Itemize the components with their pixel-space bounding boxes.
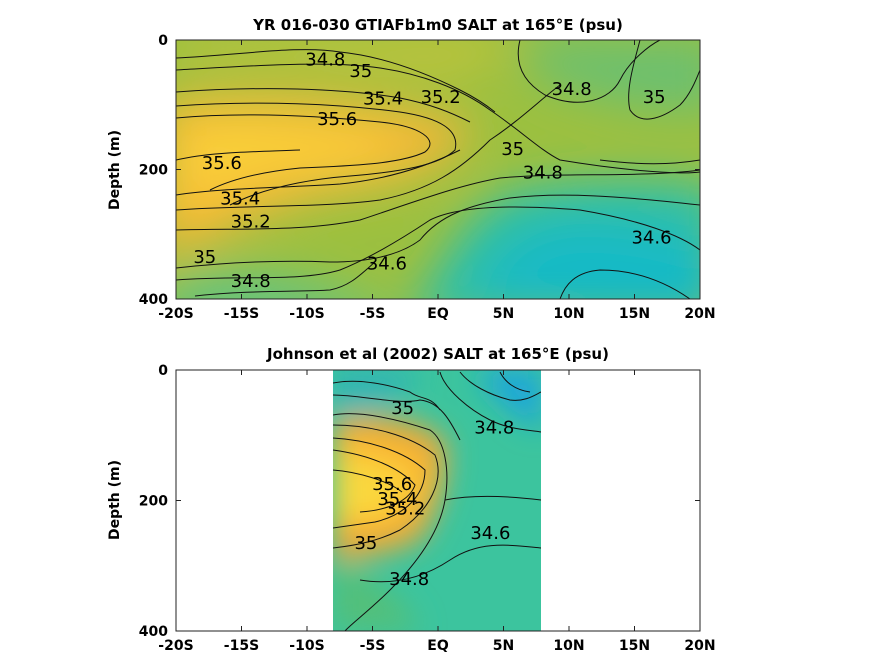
axis-ticks <box>175 369 701 632</box>
y-axis-label: Depth (m) <box>107 130 123 210</box>
contour-lines <box>333 371 541 631</box>
x-tick-label: -20S <box>158 306 193 322</box>
contour-label: 35.6 <box>372 474 412 495</box>
x-tick-labels: -20S -15S -10S -5S EQ 5N 10N 15N 20N <box>158 638 715 654</box>
x-tick-label: 15N <box>619 638 650 654</box>
contour-label: 35.6 <box>202 153 242 174</box>
contour-label: 35.2 <box>231 211 271 232</box>
contour-label: 35 <box>193 247 216 268</box>
y-axis-label-text: Depth (m) <box>107 130 123 210</box>
contour-labels: 35 34.8 35.635.435.2 34.6 35 34.8 <box>354 398 514 590</box>
contour-label: 35 <box>349 61 372 82</box>
x-tick-label: 20N <box>684 638 715 654</box>
y-tick-label: 200 <box>139 494 168 510</box>
contour-label: 34.8 <box>474 417 514 438</box>
contour-label: 35 <box>391 398 414 419</box>
x-tick-label: -15S <box>224 638 259 654</box>
x-tick-label: 5N <box>493 306 514 322</box>
x-tick-label: 15N <box>619 306 650 322</box>
contour-label: 35.2 <box>421 87 461 108</box>
y-tick-labels: 0 200 400 <box>139 363 168 640</box>
contour-label: 35.4 <box>363 88 403 109</box>
chart-title-text: Johnson et al (2002) SALT at 165°E (psu) <box>266 345 609 363</box>
salinity-field <box>333 370 541 631</box>
x-tick-label: EQ <box>427 638 449 654</box>
x-tick-label: 20N <box>684 306 715 322</box>
chart-title-text: YR 016-030 GTIAFb1m0 SALT at 165°E (psu) <box>252 16 623 34</box>
panel-observed: Johnson et al (2002) SALT at 165°E (psu) <box>107 345 716 654</box>
contour-label: 35.4 <box>220 189 260 210</box>
x-tick-label: -20S <box>158 638 193 654</box>
x-tick-label: EQ <box>427 306 449 322</box>
contour-label: 35.6 <box>317 109 357 130</box>
y-axis-label-text: Depth (m) <box>107 460 123 540</box>
chart-title: Johnson et al (2002) SALT at 165°E (psu) <box>266 345 609 363</box>
axis-ticks <box>175 39 701 300</box>
contour-label: 34.8 <box>305 49 345 70</box>
contour-label: 35 <box>354 533 377 554</box>
contour-label: 35.4 <box>377 489 417 510</box>
y-tick-label: 200 <box>139 163 168 179</box>
contour-label: 34.8 <box>231 271 271 292</box>
x-tick-label: -10S <box>289 306 324 322</box>
x-tick-label: -10S <box>289 638 324 654</box>
y-tick-label: 0 <box>158 33 168 49</box>
x-tick-label: 10N <box>553 306 584 322</box>
x-tick-label: 5N <box>493 638 514 654</box>
y-tick-label: 400 <box>139 292 168 308</box>
contour-lines <box>176 40 700 299</box>
x-tick-labels: -20S -15S -10S -5S EQ 5N 10N 15N 20N <box>158 306 715 322</box>
y-tick-label: 400 <box>139 624 168 640</box>
contour-label: 35 <box>643 87 666 108</box>
x-tick-label: -5S <box>360 306 386 322</box>
contour-label: 34.8 <box>523 163 563 184</box>
x-tick-label: -5S <box>360 638 386 654</box>
chart-title: YR 016-030 GTIAFb1m0 SALT at 165°E (psu) <box>252 16 623 34</box>
x-tick-label: 10N <box>553 638 584 654</box>
contour-label: 34.8 <box>389 569 429 590</box>
contour-label: 34.6 <box>367 253 407 274</box>
panel-model: YR 016-030 GTIAFb1m0 SALT at 165°E (psu) <box>107 16 716 322</box>
contour-label: 34.6 <box>631 227 671 248</box>
y-tick-label: 0 <box>158 363 168 379</box>
x-tick-label: -15S <box>224 306 259 322</box>
contour-label: 35 <box>501 139 524 160</box>
salinity-field <box>176 40 700 299</box>
contour-label: 34.6 <box>470 523 510 544</box>
contour-label: 35.2 <box>385 498 425 519</box>
contour-label: 34.8 <box>552 79 592 100</box>
y-axis-label: Depth (m) <box>107 460 123 540</box>
y-tick-labels: 0 200 400 <box>139 33 168 308</box>
